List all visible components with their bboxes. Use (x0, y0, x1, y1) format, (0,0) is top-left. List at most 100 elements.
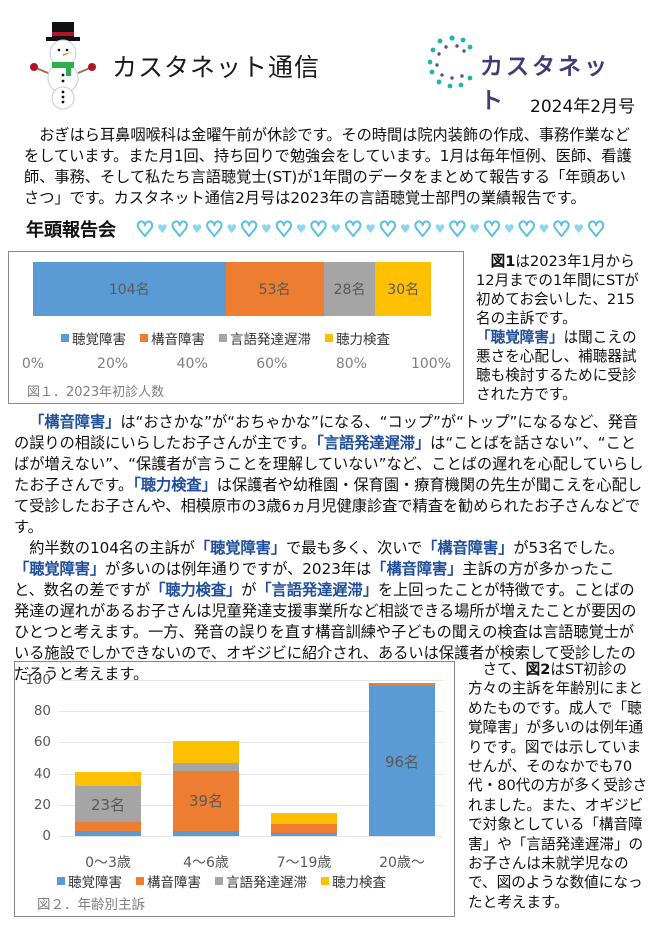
heart-outline-icon: ♥ (309, 217, 329, 241)
y-tick-label: 100 (25, 672, 51, 688)
heart-filled-icon: ♥ (191, 222, 203, 236)
highlight-term: 「聴力検査」 (150, 581, 242, 599)
brand-logo: カスタネット (428, 34, 628, 114)
legend-label: 聴力検査 (332, 875, 386, 891)
column-segment: 23名 (75, 786, 141, 822)
x-tick-label: 40% (176, 356, 208, 372)
highlight-term: 「聴覚障害」 (194, 539, 286, 557)
legend-swatch (321, 877, 329, 885)
heart-garland-decoration: ♥ ♥ ♥ ♥ ♥ ♥ ♥ ♥ ♥ ♥ ♥ ♥ ♥ ♥ ♥ ♥ ♥ ♥ ♥ ♥ ♥ ♥ ♥ ♥ ♥ ♥ ♥ (135, 216, 642, 242)
heart-filled-icon: ♥ (261, 222, 272, 236)
legend-swatch (136, 877, 144, 885)
legend-label: 構音障害 (151, 332, 205, 348)
stacked-column: 96名 (369, 683, 435, 836)
body-text: で最も多く、次いで (286, 539, 423, 557)
legend-swatch (325, 334, 333, 342)
gridline (59, 804, 443, 806)
stacked-column: 23名 (75, 772, 141, 836)
stacked-column (271, 812, 337, 836)
highlight-term: 「構音障害」 (371, 560, 463, 578)
body-text: 約半数の104名の主訴が (29, 539, 195, 557)
highlight-term: 「聴力検査」 (133, 476, 217, 494)
column-segment (271, 812, 337, 824)
heart-outline-icon: ♥ (447, 217, 467, 241)
heart-filled-icon: ♥ (538, 222, 550, 236)
gridline (59, 680, 443, 681)
figure-2-chart: 0 20 40 60 80 100 23名 39名 96名 0〜3歳 4〜6歳 7〜19歳 20歳〜 … (14, 661, 455, 917)
gridline (59, 742, 443, 744)
x-tick-label: 80% (335, 356, 367, 372)
legend-swatch (140, 334, 148, 342)
figure-1-description: 図1は2023年1月から12月までの1年間にSTが初めてお会いした、215名の主… (476, 252, 648, 404)
analysis-text: 「構音障害」は“おさかな”が“おちゃかな”になる、“コップ”が“トップ”になるな… (14, 412, 644, 685)
heart-outline-icon: ♥ (482, 217, 502, 241)
figure-ref: 図1 (490, 253, 516, 270)
legend-label: 聴力検査 (336, 332, 390, 348)
figure-1-chart: 104名 53名 28名 30名 聴覚障害 構音障害 言語発達遅滞 聴力検査 0% 20% 40… (8, 251, 464, 404)
x-tick-label: 0% (21, 356, 45, 372)
heart-filled-icon: ♥ (399, 222, 411, 236)
legend-swatch (57, 877, 65, 885)
heart-outline-icon: ♥ (274, 217, 294, 241)
column-segment (271, 832, 337, 836)
x-tick-label: 60% (256, 356, 288, 372)
y-tick-label: 80 (33, 703, 51, 720)
body-text: が多いのは例年通りですが、2023年は (105, 560, 372, 578)
heart-filled-icon: ♥ (469, 222, 481, 236)
legend-item: 聴力検査 (321, 871, 386, 891)
heart-filled-icon: ♥ (503, 222, 515, 236)
legend-label: 構音障害 (147, 875, 201, 891)
body-text: は“ことばを話さない”、“ことばが増えない”、“保護者が言うことを理解していない… (14, 434, 644, 494)
heart-outline-icon: ♥ (170, 217, 190, 241)
bar-segment: 30名 (375, 262, 431, 316)
legend-label: 聴覚障害 (72, 332, 126, 348)
intro-paragraph: おぎはら耳鼻咽喉科は金曜午前が休診です。その時間は院内装飾の作成、事務作業などを… (24, 126, 632, 207)
body-text: を上回ったことが特徴です。ことばの発達の遅れがあるお子さんは児童発達支援事業所な… (14, 581, 637, 683)
column-segment (173, 740, 239, 763)
heart-filled-icon: ♥ (295, 222, 307, 236)
heart-filled-icon: ♥ (573, 222, 585, 236)
x-tick-label: 100% (410, 356, 452, 372)
bar-segment: 53名 (225, 262, 324, 316)
chart-legend: 聴覚障害 構音障害 言語発達遅滞 聴力検査 (57, 871, 386, 891)
section-title: 年頭報告会 (26, 220, 116, 241)
legend-item: 構音障害 (140, 328, 205, 348)
snowman-icon (28, 18, 98, 110)
paragraph-findings: 約半数の104名の主訴が「聴覚障害」で最も多く、次いで「構音障害」が53名でした… (14, 538, 644, 685)
heart-outline-icon: ♥ (413, 217, 433, 241)
description-text: は聞こえの悪さを心配し、補聴器試聴も検討するために受診された方です。 (476, 329, 637, 403)
column-segment (173, 762, 239, 771)
heart-outline-icon: ♥ (204, 217, 224, 241)
figure-2-description: さて、図2はST初診の方々の主訴を年齢別にまとめたものです。成人で「聴覚障害」が… (468, 660, 648, 912)
paragraph-categories: 「構音障害」は“おさかな”が“おちゃかな”になる、“コップ”が“トップ”になるな… (14, 412, 644, 538)
heart-filled-icon: ♥ (226, 222, 238, 236)
legend-label: 言語発達遅滞 (226, 875, 307, 891)
highlight-term: 「構音障害」 (29, 413, 121, 431)
column-segment (173, 831, 239, 836)
column-segment (271, 823, 337, 833)
body-text: が53名でした。 (513, 539, 624, 557)
description-text: は2023年1月から12月までの1年間にSTが初めてお会いした、215名の主訴で… (476, 253, 639, 327)
heart-filled-icon: ♥ (365, 222, 376, 236)
chart-legend: 聴覚障害 構音障害 言語発達遅滞 聴力検査 (61, 328, 390, 348)
legend-item: 言語発達遅滞 (219, 328, 311, 348)
legend-item: 言語発達遅滞 (215, 871, 307, 891)
dotted-circle-logo-icon (428, 35, 473, 89)
body-text: が (241, 581, 257, 599)
figure-ref: 図2 (525, 661, 551, 678)
legend-label: 言語発達遅滞 (230, 332, 311, 348)
heart-outline-icon: ♥ (378, 217, 398, 241)
x-category-label: 4〜6歳 (183, 855, 229, 871)
highlight-term: 「構音障害」 (422, 539, 514, 557)
highlight-term: 「言語発達遅滞」 (316, 434, 431, 452)
highlight-term: 「聴覚障害」 (476, 329, 564, 346)
x-category-label: 7〜19歳 (276, 855, 332, 871)
description-text: さて、 (482, 661, 526, 678)
heart-outline-icon: ♥ (551, 217, 571, 241)
figure-caption: 図１．2023年初診人数 (27, 385, 165, 400)
gridline (59, 836, 443, 837)
heart-filled-icon: ♥ (156, 222, 168, 236)
stacked-column: 39名 (173, 740, 239, 836)
y-tick-label: 60 (33, 734, 51, 751)
legend-swatch (215, 877, 223, 885)
